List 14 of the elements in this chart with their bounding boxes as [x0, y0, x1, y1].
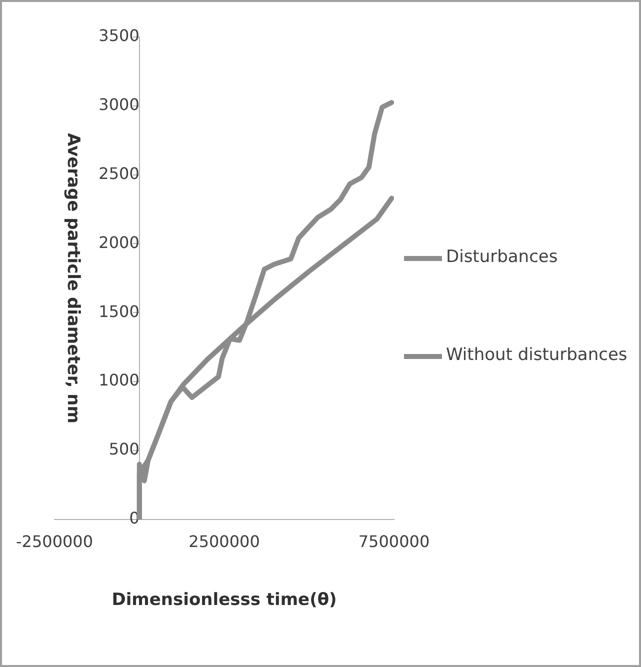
y-tick-label: 3000: [98, 95, 140, 114]
y-tick-label: 2500: [98, 164, 140, 183]
y-tick-label: 1000: [98, 370, 140, 390]
x-axis-title: Dimensionlesss time(θ): [112, 590, 337, 610]
y-tick-label: 1500: [98, 302, 140, 321]
y-tick-label: 500: [108, 440, 140, 459]
legend-label: Without disturbances: [446, 345, 628, 365]
y-tick-label: 2000: [98, 232, 140, 252]
x-tick-label: -2500000: [16, 532, 94, 552]
x-tick-label: 2500000: [188, 532, 260, 552]
y-axis-title: Average particle diameter, nm: [63, 132, 84, 424]
y-tick-label: 3500: [98, 26, 140, 46]
legend-label: Disturbances: [446, 247, 558, 267]
x-tick-label: 7500000: [358, 532, 430, 552]
